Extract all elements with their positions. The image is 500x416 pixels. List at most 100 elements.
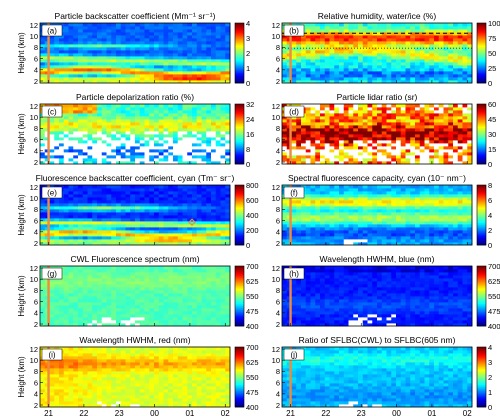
heatmap-cell <box>353 77 359 81</box>
heatmap-cell <box>320 197 326 201</box>
heatmap-cell <box>372 161 378 165</box>
heatmap-cell <box>377 146 383 150</box>
heatmap-cell <box>135 110 141 114</box>
heatmap-cell <box>68 137 74 141</box>
heatmap-cell <box>386 65 392 69</box>
heatmap-cell <box>116 77 122 81</box>
heatmap-cell <box>381 59 387 63</box>
heatmap-cell <box>282 134 288 138</box>
heatmap-cell <box>353 230 359 234</box>
heatmap-cell <box>201 209 207 213</box>
heatmap-cell <box>111 134 117 138</box>
heatmap-cell <box>286 209 292 213</box>
heatmap-cell <box>54 140 60 144</box>
heatmap-cell <box>391 134 397 138</box>
colorbar-swatch <box>235 53 244 56</box>
heatmap-cell <box>182 230 188 234</box>
heatmap-cell <box>348 215 354 219</box>
colorbar-swatch <box>235 154 244 157</box>
heatmap-cell <box>400 29 406 33</box>
heatmap-cell <box>73 188 79 192</box>
heatmap-cell <box>348 200 354 204</box>
heatmap-cell <box>315 185 321 189</box>
heatmap-cell <box>206 23 212 27</box>
heatmap-cell <box>305 35 311 39</box>
heatmap-cell <box>201 137 207 141</box>
heatmap-cell <box>182 146 188 150</box>
heatmap-cell <box>158 44 164 48</box>
heatmap-cell <box>54 44 60 48</box>
heatmap-cell <box>348 197 354 201</box>
heatmap-cell <box>320 242 326 246</box>
heatmap-cell <box>111 59 117 63</box>
heatmap-cell <box>434 194 440 198</box>
heatmap-cell <box>291 239 297 243</box>
heatmap-cell <box>125 218 131 222</box>
heatmap-cell <box>400 125 406 129</box>
heatmap-cell <box>362 155 368 159</box>
heatmap-cell <box>415 62 421 66</box>
heatmap-cell <box>343 134 349 138</box>
heatmap-cell <box>339 215 345 219</box>
colorbar-frame <box>234 184 245 246</box>
heatmap-cell <box>177 116 183 120</box>
heatmap-cell <box>434 56 440 60</box>
heatmap-cell <box>377 47 383 51</box>
heatmap-cell <box>139 236 145 240</box>
heatmap-cell <box>44 53 50 57</box>
heatmap-cell <box>438 53 444 57</box>
heatmap-cell <box>177 131 183 135</box>
heatmap-cell <box>381 125 387 129</box>
heatmap-cell <box>286 242 292 246</box>
heatmap-cell <box>343 44 349 48</box>
heatmap-cell <box>120 206 126 210</box>
heatmap-cell <box>310 26 316 30</box>
heatmap-cell <box>44 197 50 201</box>
heatmap-cell <box>187 65 193 69</box>
heatmap-cell <box>215 50 221 54</box>
heatmap-cell <box>362 149 368 153</box>
heatmap-cell <box>120 35 126 39</box>
heatmap-cell <box>443 44 449 48</box>
heatmap-cell <box>372 29 378 33</box>
heatmap-cell <box>49 161 55 165</box>
heatmap-cell <box>225 158 231 162</box>
heatmap-cell <box>424 74 430 78</box>
heatmap-cell <box>291 140 297 144</box>
heatmap-cell <box>386 242 392 246</box>
heatmap-cell <box>116 80 122 84</box>
heatmap-cell <box>87 230 93 234</box>
heatmap-cell <box>120 218 126 222</box>
heatmap-cell <box>101 74 107 78</box>
heatmap-cell <box>396 143 402 147</box>
heatmap-cell <box>381 71 387 75</box>
heatmap-cell <box>54 125 60 129</box>
heatmap-cell <box>410 122 416 126</box>
heatmap-cell <box>391 194 397 198</box>
heatmap-cell <box>120 185 126 189</box>
y-tick-label: 2 <box>276 77 280 86</box>
heatmap-cell <box>120 128 126 132</box>
heatmap-cell <box>305 152 311 156</box>
heatmap-cell <box>187 110 193 114</box>
heatmap-cell <box>329 68 335 72</box>
heatmap-cell <box>324 215 330 219</box>
heatmap-cell <box>54 146 60 150</box>
heatmap-cell <box>63 158 69 162</box>
heatmap-cell <box>120 29 126 33</box>
heatmap-cell <box>211 119 217 123</box>
heatmap-cell <box>429 137 435 141</box>
heatmap-cell <box>367 50 373 54</box>
heatmap-cell <box>396 125 402 129</box>
heatmap-cell <box>348 113 354 117</box>
heatmap-cell <box>215 29 221 33</box>
heatmap-cell <box>101 131 107 135</box>
heatmap-cell <box>434 140 440 144</box>
heatmap-cell <box>111 224 117 228</box>
heatmap-cell <box>386 50 392 54</box>
heatmap-cell <box>68 32 74 36</box>
y-tick-label: 8 <box>34 205 38 214</box>
heatmap-cell <box>324 206 330 210</box>
heatmap-cell <box>149 239 155 243</box>
heatmap-cell <box>343 119 349 123</box>
